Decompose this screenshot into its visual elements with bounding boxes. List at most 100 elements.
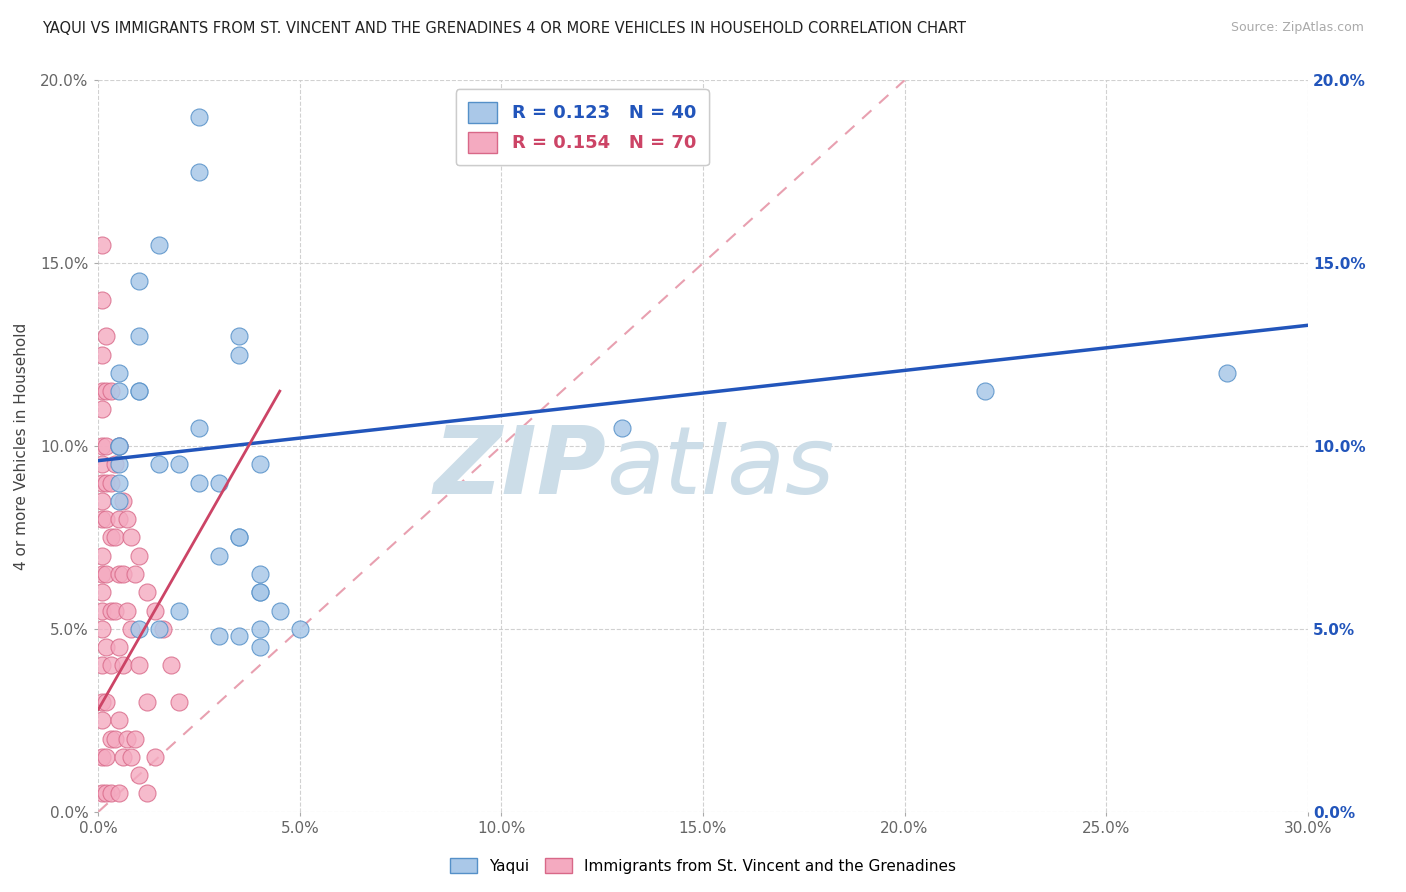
Text: Source: ZipAtlas.com: Source: ZipAtlas.com <box>1230 21 1364 35</box>
Text: ZIP: ZIP <box>433 422 606 514</box>
Point <box>107 494 129 508</box>
Point <box>128 384 150 398</box>
Point <box>249 457 271 471</box>
Point <box>100 731 122 746</box>
Point <box>135 585 157 599</box>
Point <box>111 749 134 764</box>
Point <box>249 622 271 636</box>
Point <box>91 402 114 417</box>
Point <box>188 475 211 490</box>
Point <box>124 731 146 746</box>
Point <box>100 658 122 673</box>
Point <box>188 164 211 178</box>
Point <box>1216 366 1239 380</box>
Point <box>208 629 231 643</box>
Point <box>115 731 138 746</box>
Point <box>91 622 114 636</box>
Point <box>288 622 311 636</box>
Point <box>96 567 118 582</box>
Point <box>107 384 129 398</box>
Point <box>128 384 150 398</box>
Point <box>143 603 166 617</box>
Point <box>148 238 170 252</box>
Text: atlas: atlas <box>606 423 835 514</box>
Point <box>152 622 174 636</box>
Point <box>91 749 114 764</box>
Text: YAQUI VS IMMIGRANTS FROM ST. VINCENT AND THE GRENADINES 4 OR MORE VEHICLES IN HO: YAQUI VS IMMIGRANTS FROM ST. VINCENT AND… <box>42 21 966 37</box>
Point <box>128 329 150 343</box>
Point <box>107 640 129 655</box>
Point <box>96 439 118 453</box>
Point <box>103 731 125 746</box>
Point <box>120 530 142 544</box>
Point <box>188 110 211 124</box>
Legend: R = 0.123   N = 40, R = 0.154   N = 70: R = 0.123 N = 40, R = 0.154 N = 70 <box>456 89 709 165</box>
Point <box>148 457 170 471</box>
Point <box>91 658 114 673</box>
Point <box>128 275 150 289</box>
Point <box>107 714 129 728</box>
Point <box>115 603 138 617</box>
Point <box>107 457 129 471</box>
Point <box>107 512 129 526</box>
Point <box>612 421 634 435</box>
Point <box>107 567 129 582</box>
Point <box>91 714 114 728</box>
Point <box>91 603 114 617</box>
Point <box>96 640 118 655</box>
Point <box>124 567 146 582</box>
Point <box>91 695 114 709</box>
Point <box>91 457 114 471</box>
Point <box>120 749 142 764</box>
Point <box>228 530 250 544</box>
Point <box>96 384 118 398</box>
Point <box>103 457 125 471</box>
Point <box>96 475 118 490</box>
Point <box>103 603 125 617</box>
Point <box>228 347 250 362</box>
Point <box>269 603 291 617</box>
Point <box>167 695 190 709</box>
Point <box>160 658 183 673</box>
Point <box>96 749 118 764</box>
Point <box>91 293 114 307</box>
Point <box>188 421 211 435</box>
Point <box>120 622 142 636</box>
Point <box>249 640 271 655</box>
Point <box>128 768 150 782</box>
Point <box>91 585 114 599</box>
Point <box>107 439 129 453</box>
Point <box>103 530 125 544</box>
Point <box>167 603 190 617</box>
Point <box>111 658 134 673</box>
Point <box>107 366 129 380</box>
Point <box>100 603 122 617</box>
Point <box>228 530 250 544</box>
Point <box>91 475 114 490</box>
Point <box>100 384 122 398</box>
Point <box>148 622 170 636</box>
Point <box>100 530 122 544</box>
Point <box>143 749 166 764</box>
Point <box>111 567 134 582</box>
Point <box>167 457 190 471</box>
Point <box>107 787 129 801</box>
Point <box>91 512 114 526</box>
Point <box>107 439 129 453</box>
Y-axis label: 4 or more Vehicles in Household: 4 or more Vehicles in Household <box>14 322 30 570</box>
Point <box>208 475 231 490</box>
Point <box>974 384 997 398</box>
Point <box>111 494 134 508</box>
Point <box>91 567 114 582</box>
Point <box>91 238 114 252</box>
Point <box>128 622 150 636</box>
Point <box>128 658 150 673</box>
Point <box>91 439 114 453</box>
Point <box>249 585 271 599</box>
Point <box>249 567 271 582</box>
Point <box>107 475 129 490</box>
Point <box>115 512 138 526</box>
Point <box>91 347 114 362</box>
Point <box>91 494 114 508</box>
Point <box>96 787 118 801</box>
